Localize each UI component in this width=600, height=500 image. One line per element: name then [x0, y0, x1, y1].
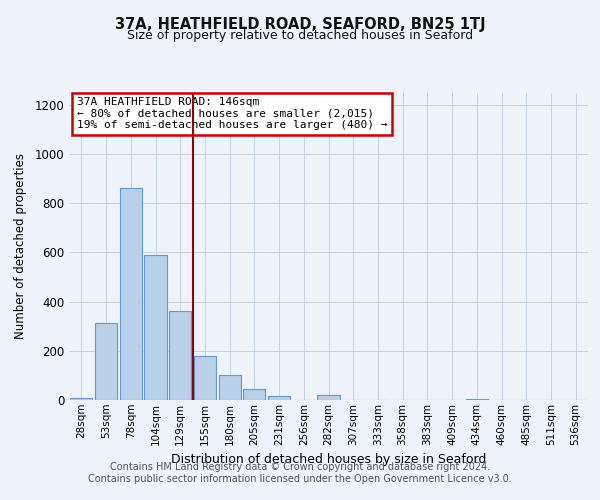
Bar [70, 398, 92, 400]
Bar [169, 312, 191, 400]
Bar [194, 356, 216, 400]
Bar [95, 322, 117, 400]
Y-axis label: Number of detached properties: Number of detached properties [14, 153, 28, 339]
Bar [466, 399, 488, 400]
Bar [268, 396, 290, 400]
Bar [317, 395, 340, 400]
Bar [218, 376, 241, 400]
X-axis label: Distribution of detached houses by size in Seaford: Distribution of detached houses by size … [171, 453, 486, 466]
Text: Contains HM Land Registry data © Crown copyright and database right 2024.: Contains HM Land Registry data © Crown c… [110, 462, 490, 472]
Text: 37A HEATHFIELD ROAD: 146sqm
← 80% of detached houses are smaller (2,015)
19% of : 37A HEATHFIELD ROAD: 146sqm ← 80% of det… [77, 97, 387, 130]
Text: 37A, HEATHFIELD ROAD, SEAFORD, BN25 1TJ: 37A, HEATHFIELD ROAD, SEAFORD, BN25 1TJ [115, 18, 485, 32]
Text: Size of property relative to detached houses in Seaford: Size of property relative to detached ho… [127, 29, 473, 42]
Bar [243, 389, 265, 400]
Bar [145, 255, 167, 400]
Bar [119, 188, 142, 400]
Text: Contains public sector information licensed under the Open Government Licence v3: Contains public sector information licen… [88, 474, 512, 484]
